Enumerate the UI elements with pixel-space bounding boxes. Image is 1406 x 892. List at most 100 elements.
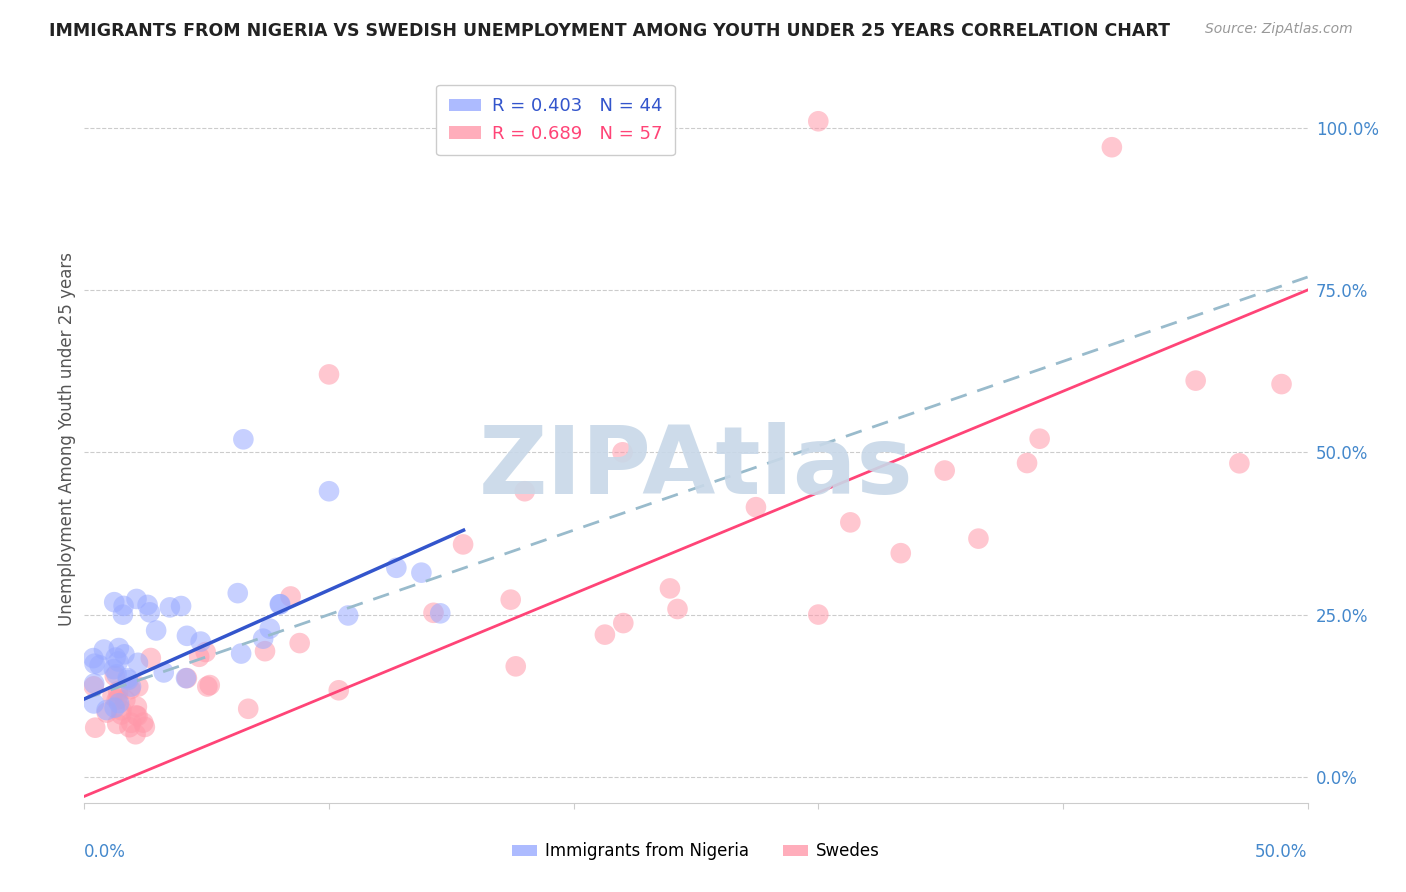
Point	[612, 445, 634, 459]
Point	[83, 679, 105, 693]
Point	[89, 658, 111, 673]
Point	[499, 592, 522, 607]
Y-axis label: Unemployment Among Youth under 25 years: Unemployment Among Youth under 25 years	[58, 252, 76, 626]
Point	[96, 706, 118, 720]
Point	[411, 566, 433, 580]
Point	[104, 700, 127, 714]
Point	[125, 591, 148, 606]
Point	[232, 433, 254, 447]
Point	[83, 657, 105, 671]
Point	[111, 607, 134, 622]
Point	[593, 627, 616, 641]
Point	[195, 680, 218, 694]
Point	[280, 590, 302, 604]
Point	[194, 645, 217, 659]
Point	[839, 516, 862, 530]
Point	[103, 662, 125, 676]
Point	[176, 671, 198, 685]
Point	[890, 546, 912, 560]
Point	[136, 598, 159, 612]
Point	[105, 667, 128, 681]
Point	[807, 114, 830, 128]
Point	[170, 599, 193, 613]
Point	[107, 655, 129, 669]
Point	[269, 597, 291, 611]
Point	[612, 616, 634, 631]
Point	[120, 682, 142, 697]
Point	[385, 561, 408, 575]
Point	[252, 632, 274, 646]
Point	[107, 692, 129, 706]
Legend: Immigrants from Nigeria, Swedes: Immigrants from Nigeria, Swedes	[505, 836, 887, 867]
Point	[127, 680, 149, 694]
Point	[807, 607, 830, 622]
Point	[745, 500, 768, 515]
Point	[934, 464, 956, 478]
Point	[117, 671, 139, 685]
Point	[1028, 432, 1050, 446]
Point	[110, 703, 132, 717]
Point	[188, 649, 211, 664]
Point	[422, 606, 444, 620]
Point	[451, 537, 474, 551]
Point	[104, 669, 127, 683]
Point	[125, 699, 148, 714]
Point	[93, 642, 115, 657]
Point	[429, 607, 451, 621]
Text: IMMIGRANTS FROM NIGERIA VS SWEDISH UNEMPLOYMENT AMONG YOUTH UNDER 25 YEARS CORRE: IMMIGRANTS FROM NIGERIA VS SWEDISH UNEMP…	[49, 22, 1170, 40]
Point	[108, 640, 131, 655]
Point	[253, 644, 276, 658]
Point	[127, 709, 149, 723]
Point	[84, 721, 107, 735]
Point	[124, 727, 146, 741]
Point	[259, 622, 281, 636]
Point	[1015, 456, 1038, 470]
Point	[114, 693, 136, 707]
Point	[96, 703, 118, 717]
Point	[288, 636, 311, 650]
Point	[337, 608, 360, 623]
Point	[120, 715, 142, 730]
Point	[83, 676, 105, 690]
Point	[105, 693, 128, 707]
Point	[1101, 140, 1123, 154]
Point	[108, 696, 131, 710]
Point	[328, 683, 350, 698]
Point	[110, 707, 132, 722]
Point	[1184, 374, 1206, 388]
Point	[318, 484, 340, 499]
Point	[269, 597, 291, 611]
Point	[238, 702, 260, 716]
Point	[125, 708, 148, 723]
Point	[1229, 456, 1251, 470]
Point	[666, 602, 689, 616]
Point	[176, 629, 198, 643]
Point	[104, 650, 127, 665]
Text: ZIPAtlas: ZIPAtlas	[478, 423, 914, 515]
Point	[117, 673, 139, 687]
Point	[139, 605, 162, 619]
Point	[132, 715, 155, 730]
Text: 50.0%: 50.0%	[1256, 843, 1308, 861]
Point	[107, 684, 129, 698]
Point	[159, 600, 181, 615]
Point	[139, 651, 162, 665]
Point	[318, 368, 340, 382]
Point	[112, 648, 135, 662]
Point	[82, 651, 104, 665]
Point	[105, 717, 128, 731]
Point	[505, 659, 527, 673]
Point	[112, 599, 135, 613]
Point	[127, 656, 149, 670]
Point	[120, 680, 142, 694]
Point	[174, 671, 197, 685]
Point	[152, 665, 174, 680]
Point	[118, 720, 141, 734]
Point	[513, 484, 536, 499]
Point	[198, 678, 221, 692]
Point	[103, 595, 125, 609]
Point	[658, 582, 681, 596]
Point	[967, 532, 990, 546]
Text: Source: ZipAtlas.com: Source: ZipAtlas.com	[1205, 22, 1353, 37]
Point	[83, 697, 105, 711]
